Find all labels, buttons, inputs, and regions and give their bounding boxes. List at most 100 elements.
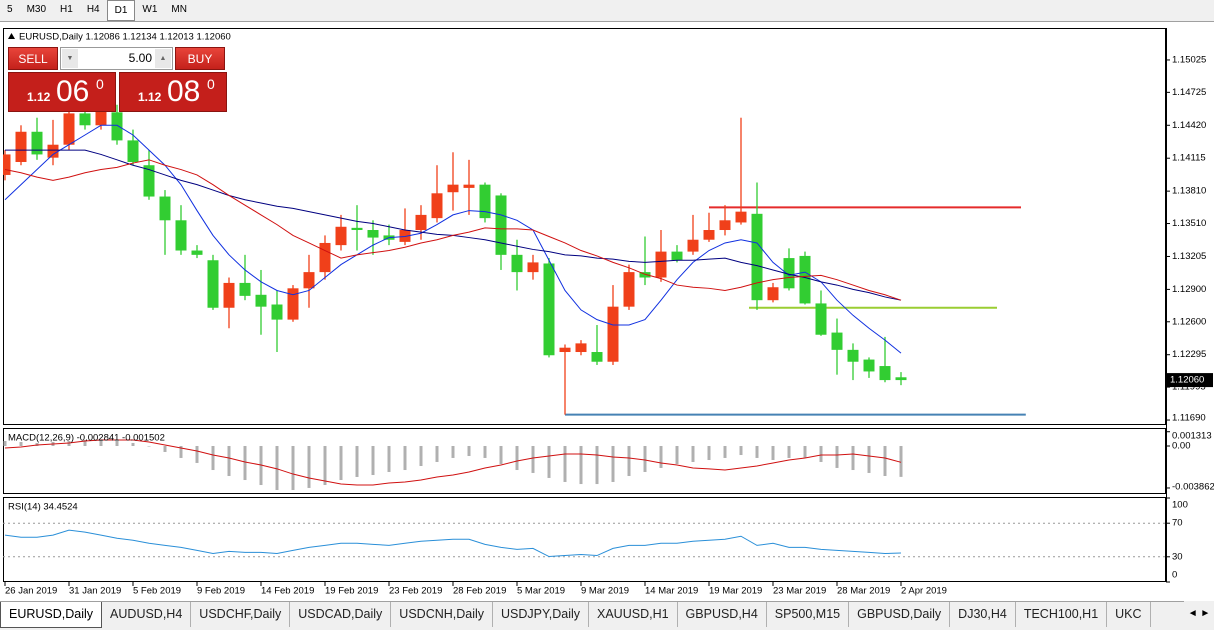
candle-body: [127, 140, 139, 162]
macd-bar: [99, 440, 103, 446]
sell-button[interactable]: SELL: [8, 47, 58, 70]
bid-fraction: 0: [96, 76, 104, 92]
candle-body: [255, 294, 267, 307]
candle-body: [463, 184, 475, 188]
macd-bar: [467, 446, 471, 456]
bid-quote[interactable]: 1.12 06 0: [8, 72, 116, 112]
candle-body: [735, 211, 747, 223]
timeframe-button[interactable]: W1: [142, 4, 158, 15]
candle-body: [767, 287, 779, 301]
timeframe-button[interactable]: 5: [7, 4, 13, 15]
macd-bar: [819, 446, 823, 462]
y-tick-label: 0.001313: [1172, 431, 1212, 442]
chart-tab[interactable]: USDCNH,Daily: [391, 602, 494, 627]
candle-body: [223, 282, 235, 308]
candle-body: [671, 251, 683, 261]
volume-down[interactable]: ▼: [62, 49, 78, 68]
timeframe-button[interactable]: H1: [60, 4, 73, 15]
tab-scroll[interactable]: ◄ ►: [1184, 601, 1214, 629]
volume-input[interactable]: ▼ 5.00 ▲: [60, 47, 173, 70]
candle-body: [3, 154, 11, 175]
macd-bar: [755, 446, 759, 458]
candle-body: [319, 242, 331, 273]
macd-bar: [211, 446, 215, 471]
macd-bar: [387, 446, 391, 472]
candle-body: [111, 112, 123, 141]
timeframe-button[interactable]: H4: [86, 4, 100, 15]
panel-title: RSI(14) 34.4524: [8, 502, 78, 513]
x-tick-label: 2 Apr 2019: [901, 586, 947, 597]
buy-button[interactable]: BUY: [175, 47, 225, 70]
candle-body: [639, 272, 651, 278]
candle-body: [191, 250, 203, 255]
candle-body: [63, 113, 75, 145]
y-tick-label: 1.13510: [1172, 218, 1206, 229]
macd-bar: [35, 442, 39, 446]
macd-bar: [227, 446, 231, 476]
x-tick-label: 9 Mar 2019: [581, 586, 629, 597]
chart-tab[interactable]: AUDUSD,H4: [102, 602, 192, 627]
chart-tab[interactable]: SP500,M15: [767, 602, 850, 627]
macd-bar: [595, 446, 599, 485]
x-tick-label: 28 Mar 2019: [837, 586, 890, 597]
candle-body: [847, 349, 859, 362]
chart-tab[interactable]: UKC: [1107, 602, 1151, 627]
macd-bar: [131, 442, 135, 446]
chart-tab[interactable]: XAUUSD,H1: [589, 602, 678, 627]
chart-tab[interactable]: TECH100,H1: [1016, 602, 1108, 627]
candle-body: [511, 254, 523, 273]
chart-tab[interactable]: USDCHF,Daily: [191, 602, 291, 627]
chart-tab[interactable]: EURUSD,Daily: [0, 602, 103, 628]
macd-bar: [707, 446, 711, 461]
panel-plot: [3, 100, 1026, 416]
macd-bar: [739, 446, 743, 456]
candle-body: [719, 220, 731, 231]
macd-bar: [339, 446, 343, 481]
volume-up[interactable]: ▲: [155, 49, 171, 68]
macd-bar: [643, 446, 647, 472]
macd-bar: [771, 446, 775, 461]
chart-tab[interactable]: USDJPY,Daily: [493, 602, 589, 627]
macd-bar: [531, 446, 535, 473]
timeframe-button[interactable]: MN: [171, 4, 187, 15]
timeframe-button[interactable]: D1: [106, 0, 136, 21]
macd-bar: [851, 446, 855, 471]
candle-body: [351, 227, 363, 231]
y-tick-label: 1.14725: [1172, 87, 1206, 98]
ask-fraction: 0: [207, 76, 215, 92]
panel-title: EURUSD,Daily 1.12086 1.12134 1.12013 1.1…: [19, 32, 231, 43]
chart-tab[interactable]: GBPUSD,H4: [678, 602, 767, 627]
collapse-icon: [8, 33, 15, 39]
macd-bar: [787, 446, 791, 458]
ask-quote[interactable]: 1.12 08 0: [119, 72, 227, 112]
candle-body: [607, 306, 619, 362]
macd-bar: [419, 446, 423, 466]
y-tick-label: 100: [1172, 500, 1188, 511]
main-panel: [3, 28, 1166, 425]
chart-tab[interactable]: DJ30,H4: [950, 602, 1016, 627]
candle-body: [447, 184, 459, 193]
ask-prefix: 1.12: [138, 90, 162, 104]
macd-bar: [579, 446, 583, 485]
candle-body: [543, 263, 555, 356]
candle-body: [879, 366, 891, 381]
x-tick-label: 23 Feb 2019: [389, 586, 442, 597]
candle-body: [303, 272, 315, 289]
x-tick-label: 19 Feb 2019: [325, 586, 378, 597]
macd-bar: [83, 440, 87, 446]
candle-body: [431, 193, 443, 219]
chart-tab[interactable]: GBPUSD,Daily: [849, 602, 951, 627]
candle-body: [415, 214, 427, 231]
timeframe-toolbar: 5 M30 H1 H4 D1 W1 MN: [0, 0, 1214, 22]
candle-body: [159, 196, 171, 221]
macd-bar: [611, 446, 615, 482]
moving-average: [4, 159, 902, 301]
timeframe-button[interactable]: M30: [26, 4, 47, 15]
chart-tab[interactable]: USDCAD,Daily: [290, 602, 392, 627]
candle-body: [271, 304, 283, 320]
volume-value: 5.00: [128, 51, 152, 65]
macd-bar: [451, 446, 455, 458]
macd-bar: [323, 446, 327, 486]
